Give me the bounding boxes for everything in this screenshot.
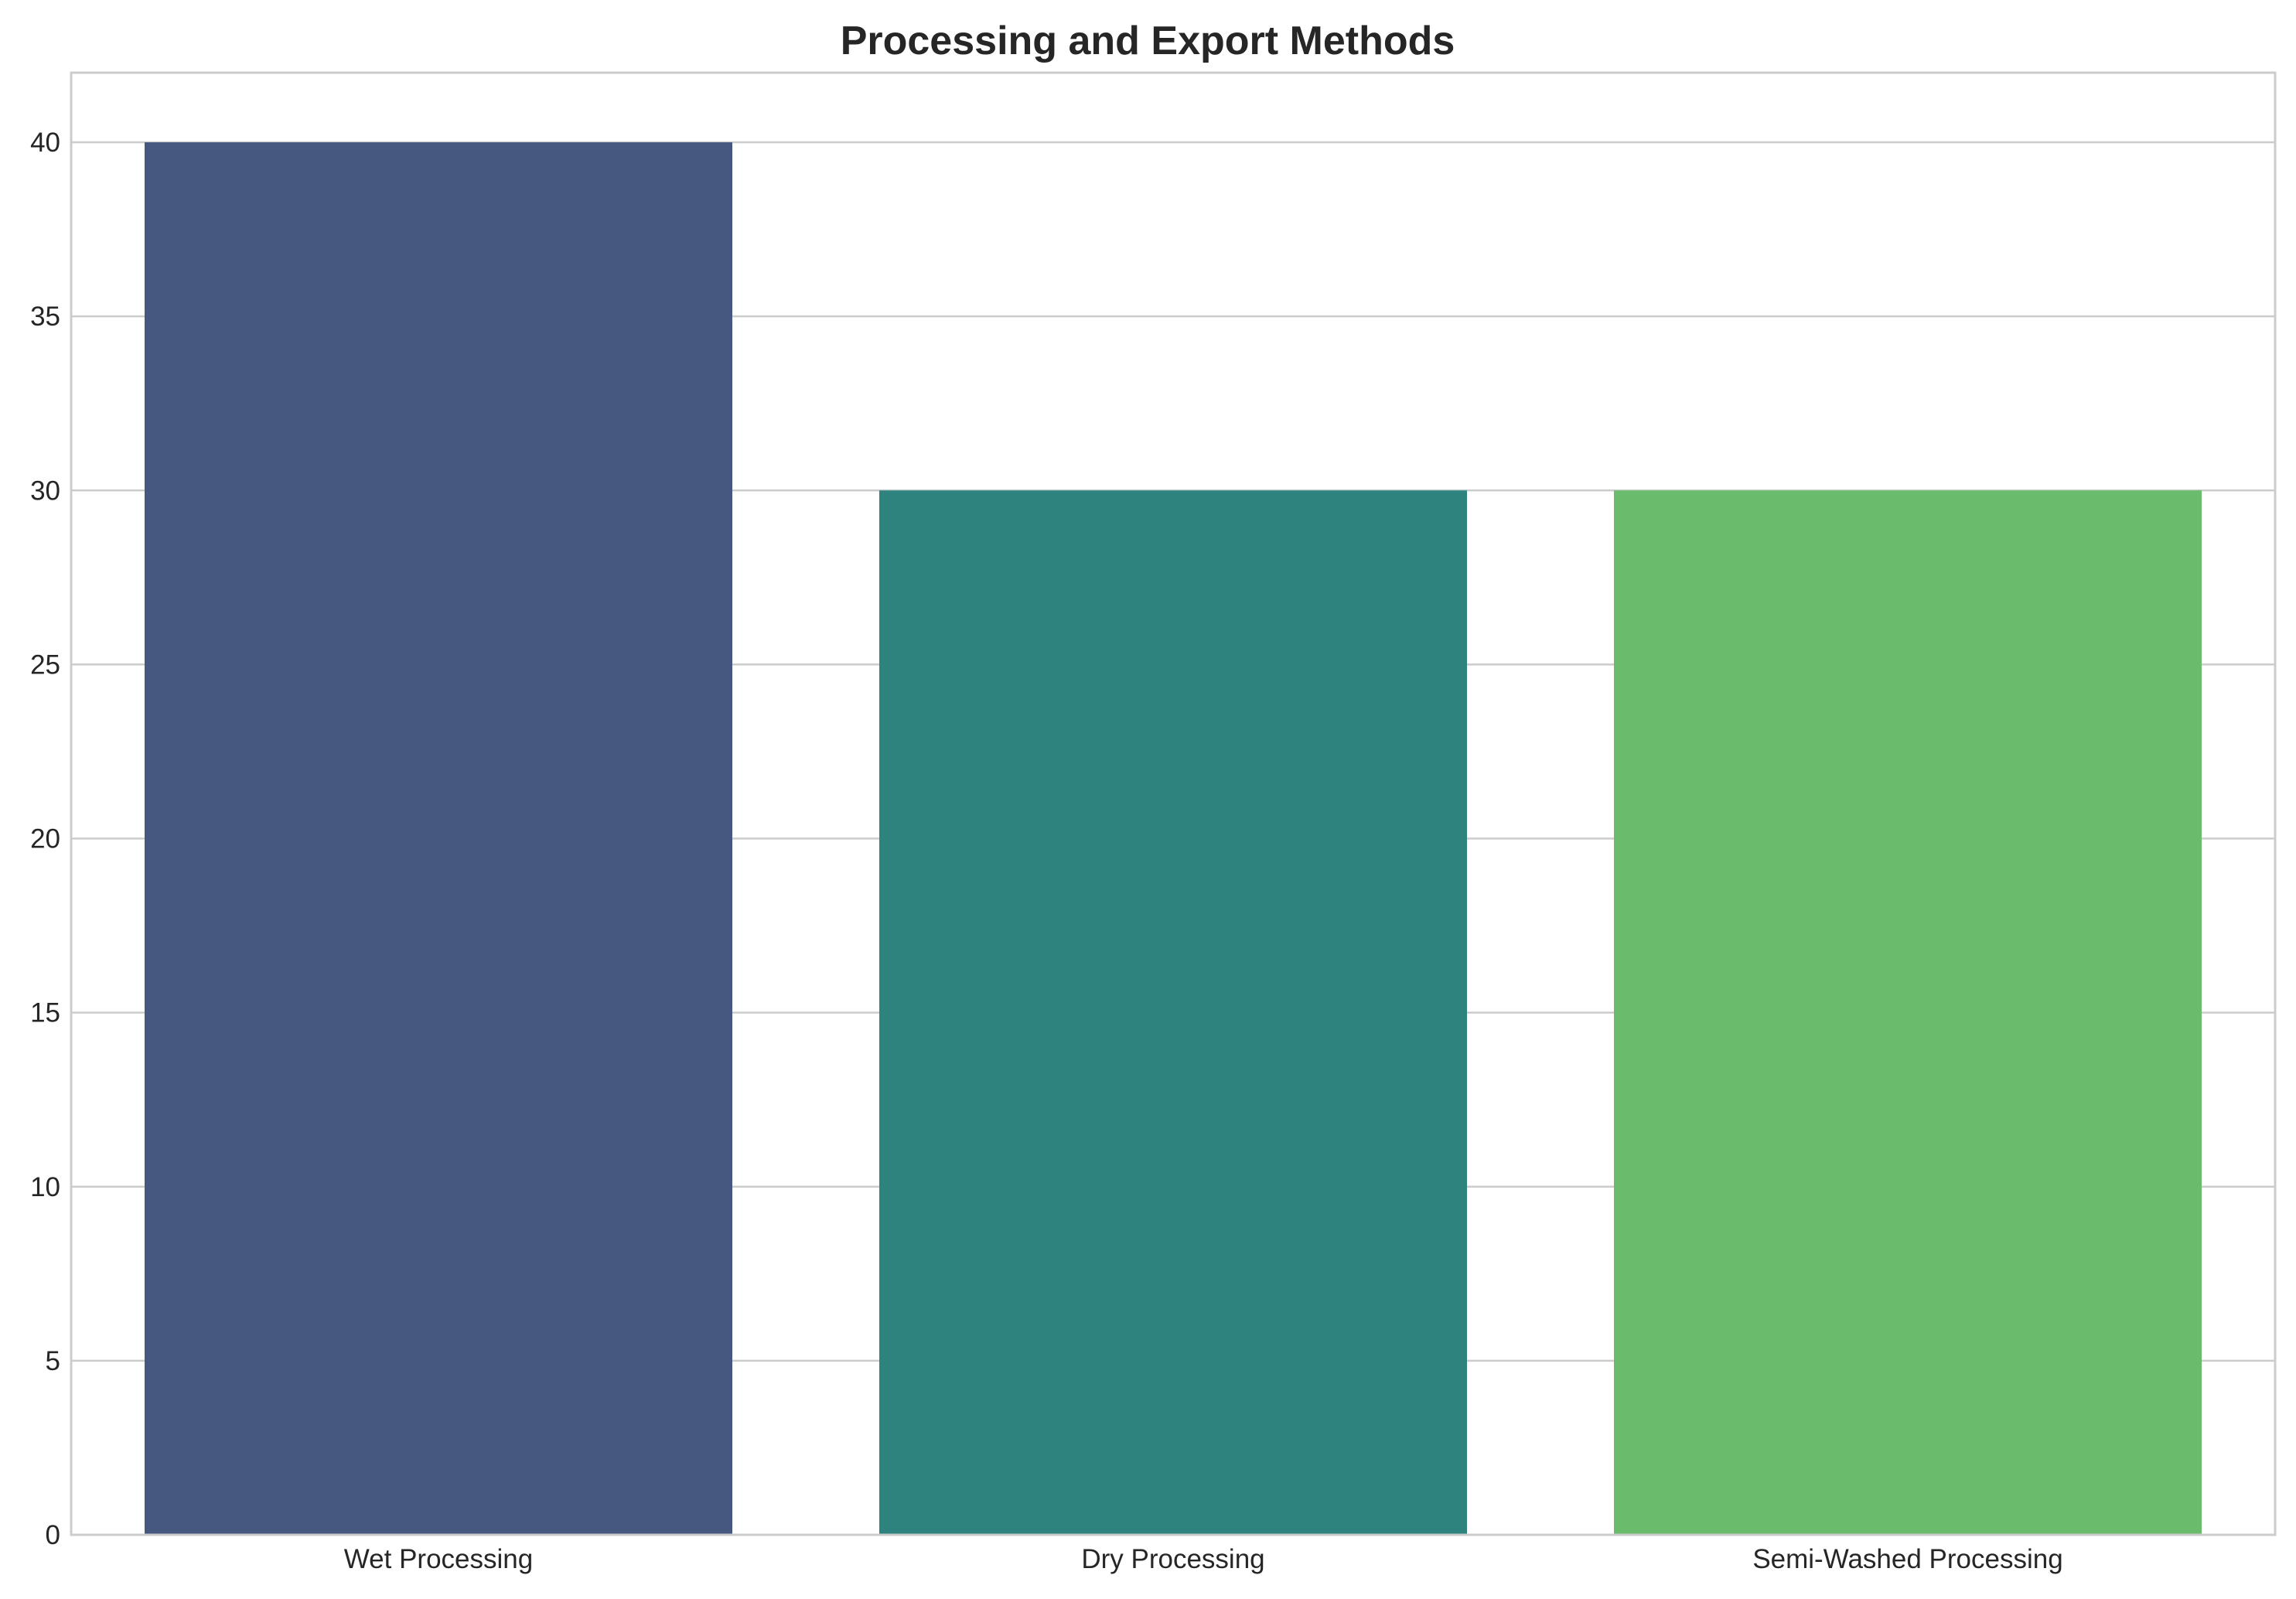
y-tick-label: 25 (30, 649, 60, 680)
y-tick-label: 15 (30, 998, 60, 1028)
bar-semi-washed-processing (1614, 490, 2202, 1536)
y-tick-label: 30 (30, 476, 60, 506)
y-tick-label: 0 (46, 1520, 60, 1550)
x-tick-label: Wet Processing (344, 1544, 533, 1574)
x-tick-label: Semi-Washed Processing (1752, 1544, 2062, 1574)
y-axis-ticks: 0 5 10 15 20 25 30 35 40 (30, 128, 60, 1550)
y-tick-label: 35 (30, 302, 60, 332)
bar-dry-processing (879, 490, 1467, 1536)
plot-frame (70, 71, 2277, 1536)
y-tick-label: 40 (30, 128, 60, 158)
x-tick-label: Dry Processing (1081, 1544, 1264, 1574)
y-tick-label: 5 (46, 1346, 60, 1376)
bar-wet-processing (145, 142, 732, 1536)
chart-title: Processing and Export Methods (841, 19, 1455, 63)
y-tick-label: 10 (30, 1172, 60, 1202)
bars (145, 142, 2202, 1536)
x-axis-ticks: Wet Processing Dry Processing Semi-Washed … (344, 1544, 2063, 1574)
y-tick-label: 20 (30, 824, 60, 854)
